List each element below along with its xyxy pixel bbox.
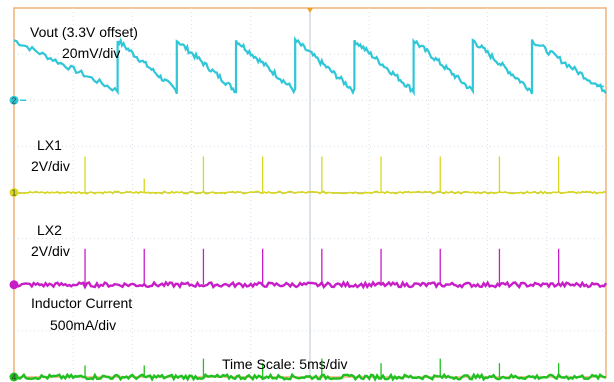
- inductor-current-scale: 500mA/div: [50, 317, 116, 333]
- vout-scale: 20mV/div: [62, 45, 120, 61]
- time-scale-label: Time Scale: 5ms/div: [222, 356, 348, 372]
- vout-marker: [9, 95, 19, 105]
- lx2-label: LX2: [37, 222, 62, 238]
- lx1-scale: 2V/div: [31, 158, 70, 174]
- lx2-marker: [9, 280, 19, 290]
- vout-marker-number: 2: [12, 96, 17, 105]
- inductor-current-marker-number: 4: [12, 373, 17, 382]
- trigger-position-marker: [307, 8, 313, 13]
- lx1-marker: [9, 188, 19, 197]
- waveform-traces: [13, 35, 607, 382]
- lx2-scale: 2V/div: [31, 243, 70, 259]
- inductor-current-label: Inductor Current: [31, 295, 132, 311]
- vout-trace: [13, 35, 607, 97]
- lx1-baseline: [14, 190, 607, 195]
- inductor-current-baseline: [13, 372, 607, 382]
- lx1-marker-number: 1: [12, 189, 17, 198]
- lx1-label: LX1: [37, 137, 62, 153]
- lx2-baseline: [13, 280, 607, 290]
- channel-markers: 2 1 4: [9, 85, 604, 382]
- inductor-current-marker: [9, 372, 19, 382]
- vout-label: Vout (3.3V offset): [30, 24, 138, 40]
